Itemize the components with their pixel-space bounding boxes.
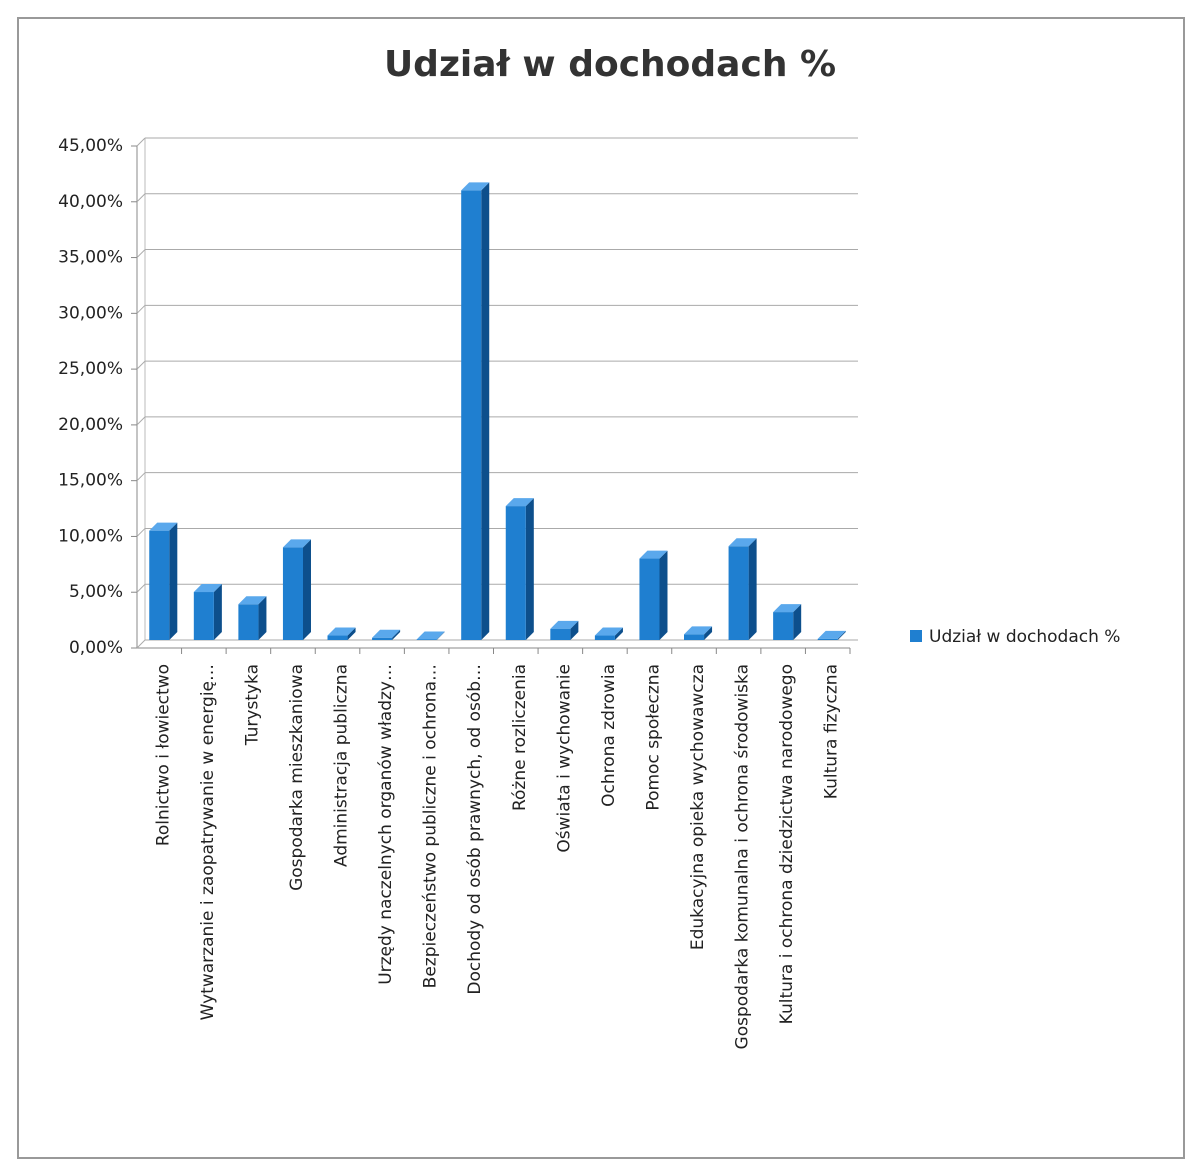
x-tick-label: Różne rozliczenia bbox=[510, 664, 530, 811]
y-tick-label: 0,00% bbox=[69, 638, 123, 658]
bar bbox=[327, 635, 348, 640]
bar-side bbox=[213, 584, 222, 640]
x-tick-label: Rolnictwo i łowiectwo bbox=[153, 664, 173, 846]
x-tick-label: Oświata i wychowanie bbox=[554, 664, 574, 853]
bar bbox=[684, 634, 705, 640]
bar-side bbox=[481, 182, 490, 641]
bar bbox=[238, 604, 259, 640]
x-tick-label: Pomoc społeczna bbox=[643, 664, 663, 811]
y-tick-label: 20,00% bbox=[58, 415, 123, 435]
bar bbox=[193, 592, 214, 640]
bar-top bbox=[728, 538, 757, 547]
bar bbox=[594, 635, 615, 640]
bar-side bbox=[436, 631, 445, 640]
grid-line-floor bbox=[136, 583, 146, 593]
x-tick-label: Ochrona zdrowia bbox=[599, 664, 619, 807]
bar-top bbox=[505, 498, 534, 507]
bar bbox=[372, 637, 393, 640]
bar-top bbox=[461, 182, 490, 191]
x-tick-label: Kultura i ochrona dziedzictwa narodowego bbox=[777, 664, 797, 1024]
bar-side bbox=[614, 627, 623, 640]
bar-side bbox=[347, 627, 356, 640]
x-tick-label: Gospodarka komunalna i ochrona środowisk… bbox=[733, 664, 753, 1049]
bar-side bbox=[258, 596, 267, 640]
bar-top bbox=[327, 627, 356, 636]
legend-marker bbox=[910, 630, 922, 642]
bar-side bbox=[570, 620, 579, 640]
grid-line-floor bbox=[136, 137, 146, 147]
bar-side bbox=[704, 626, 713, 640]
bar bbox=[639, 558, 660, 640]
bar bbox=[461, 190, 482, 641]
chart-border bbox=[17, 17, 1185, 1159]
bar bbox=[817, 638, 838, 640]
bar-top bbox=[639, 550, 668, 559]
bar-side bbox=[302, 539, 311, 640]
bar-top bbox=[149, 522, 178, 531]
bar-top bbox=[684, 626, 713, 635]
x-tick-label: Urzędy naczelnych organów władzy… bbox=[376, 664, 396, 985]
y-tick-label: 40,00% bbox=[58, 192, 123, 212]
x-tick-label: Kultura fizyczna bbox=[822, 664, 842, 799]
bar-side bbox=[525, 498, 534, 640]
bar bbox=[728, 546, 749, 640]
bar-side bbox=[169, 522, 178, 640]
y-tick-label: 25,00% bbox=[58, 359, 123, 379]
bar bbox=[149, 530, 170, 640]
bar bbox=[282, 547, 303, 640]
bar-top bbox=[193, 584, 222, 593]
y-tick-label: 35,00% bbox=[58, 248, 123, 268]
bar-side bbox=[659, 550, 668, 640]
bar-top bbox=[238, 596, 267, 605]
x-tick-label: Bezpieczeństwo publiczne i ochrona… bbox=[421, 664, 441, 988]
grid-line-floor bbox=[136, 528, 146, 537]
x-tick-label: Edukacyjna opieka wychowawcza bbox=[688, 664, 708, 950]
grid-line-floor bbox=[136, 416, 146, 426]
x-tick-label: Dochody od osób prawnych, od osób… bbox=[465, 664, 485, 995]
x-tick-label: Gospodarka mieszkaniowa bbox=[287, 664, 307, 891]
grid-line-floor bbox=[136, 639, 146, 649]
bar-top bbox=[416, 631, 445, 640]
chart-title: Udział w dochodach % bbox=[384, 44, 836, 85]
bar bbox=[505, 506, 526, 640]
y-tick-label: 5,00% bbox=[69, 582, 123, 602]
bar-side bbox=[392, 629, 401, 640]
x-tick-label: Administracja publiczna bbox=[332, 664, 352, 867]
bar-top bbox=[773, 604, 802, 613]
y-tick-label: 30,00% bbox=[58, 303, 123, 323]
grid-line-floor bbox=[136, 304, 146, 314]
grid-line-floor bbox=[136, 472, 146, 482]
bar-side bbox=[793, 604, 802, 640]
grid-line-floor bbox=[136, 193, 146, 203]
bar-top bbox=[594, 627, 623, 636]
bar-side bbox=[837, 630, 846, 640]
legend-label: Udział w dochodach % bbox=[929, 627, 1120, 647]
y-tick-label: 15,00% bbox=[58, 471, 123, 491]
bar bbox=[550, 628, 571, 640]
grid-line-floor bbox=[136, 249, 146, 258]
y-tick-label: 10,00% bbox=[58, 526, 123, 546]
bar-side bbox=[748, 538, 757, 640]
bar bbox=[773, 612, 794, 640]
y-tick-label: 45,00% bbox=[58, 136, 123, 156]
bar bbox=[416, 639, 437, 640]
bar-top bbox=[817, 630, 846, 639]
bar-top bbox=[282, 539, 311, 548]
x-tick-label: Wytwarzanie i zaopatrywanie w energię… bbox=[198, 664, 218, 1020]
x-tick-label: Turystyka bbox=[242, 664, 262, 746]
grid-line-floor bbox=[136, 360, 146, 370]
bar-top bbox=[550, 620, 579, 629]
bar-top bbox=[372, 629, 401, 638]
